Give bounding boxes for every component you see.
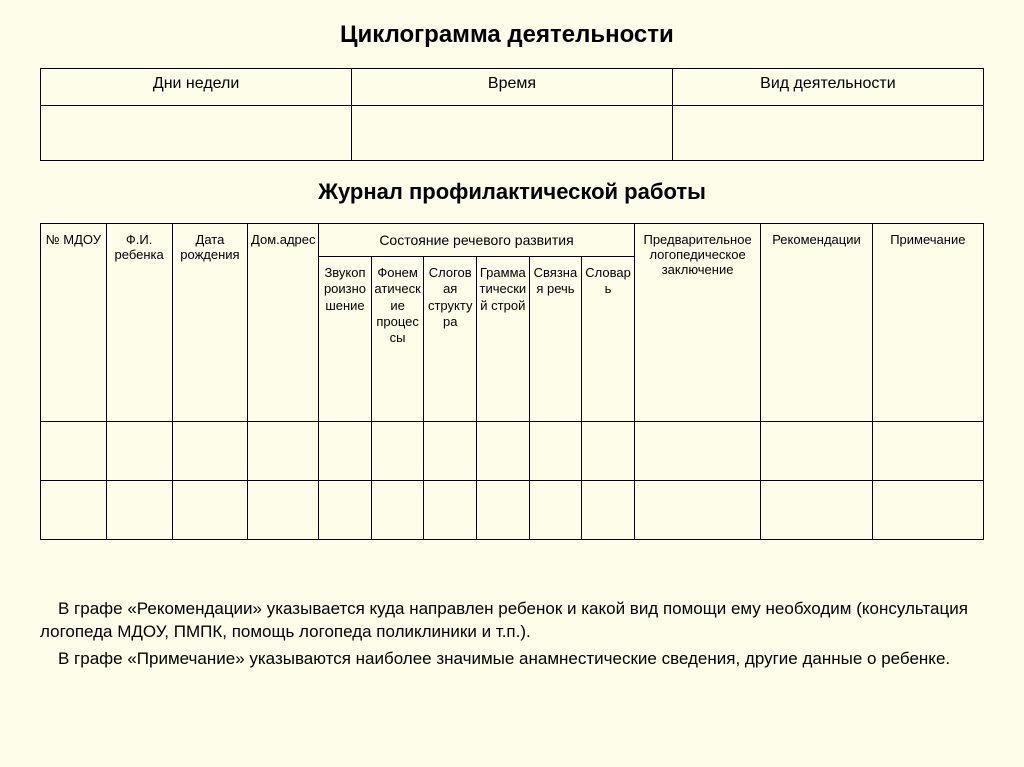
col-address: Дом.адрес xyxy=(248,224,319,422)
cell xyxy=(582,422,635,481)
cell xyxy=(371,481,424,540)
col-mdou: № МДОУ xyxy=(41,224,107,422)
cell xyxy=(106,422,172,481)
col-speech-state: Состояние речевого развития xyxy=(319,224,635,257)
cell xyxy=(529,481,582,540)
footnotes: В графе «Рекомендации» указывается куда … xyxy=(40,598,984,671)
cell xyxy=(41,106,352,161)
cell xyxy=(582,481,635,540)
cell xyxy=(424,422,477,481)
cell xyxy=(352,106,673,161)
cell xyxy=(424,481,477,540)
cell xyxy=(477,422,530,481)
cell xyxy=(761,481,872,540)
cell xyxy=(634,481,760,540)
col-preliminary: Предварительное логопедическое заключени… xyxy=(634,224,760,422)
cell xyxy=(761,422,872,481)
title-journal: Журнал профилактической работы xyxy=(40,179,984,205)
subcol-connected: Связная речь xyxy=(529,257,582,422)
table-header-row: Дни недели Время Вид деятельности xyxy=(41,69,984,106)
cell xyxy=(872,481,983,540)
subcol-vocabulary: Словарь xyxy=(582,257,635,422)
col-fio: Ф.И. ребенка xyxy=(106,224,172,422)
journal-table: № МДОУ Ф.И. ребенка Дата рождения Дом.ад… xyxy=(40,223,984,540)
table-row xyxy=(41,481,984,540)
table-row xyxy=(41,422,984,481)
cyclogram-table: Дни недели Время Вид деятельности xyxy=(40,68,984,161)
document-page: Циклограмма деятельности Дни недели Врем… xyxy=(0,0,1024,671)
cell xyxy=(172,481,248,540)
subcol-grammar: Грамматический строй xyxy=(477,257,530,422)
title-cyclogram: Циклограмма деятельности xyxy=(340,20,984,50)
col-days: Дни недели xyxy=(41,69,352,106)
cell xyxy=(634,422,760,481)
cell xyxy=(319,422,372,481)
col-recommendations: Рекомендации xyxy=(761,224,872,422)
cell xyxy=(477,481,530,540)
cell xyxy=(41,481,107,540)
table-header-row: № МДОУ Ф.И. ребенка Дата рождения Дом.ад… xyxy=(41,224,984,257)
cell xyxy=(319,481,372,540)
cell xyxy=(371,422,424,481)
cell xyxy=(248,481,319,540)
cell xyxy=(172,422,248,481)
subcol-phonematic: Фонематические процессы xyxy=(371,257,424,422)
cell xyxy=(106,481,172,540)
cell xyxy=(529,422,582,481)
footnote-1: В графе «Рекомендации» указывается куда … xyxy=(40,598,984,644)
cell xyxy=(41,422,107,481)
subcol-syllable: Слоговая структура xyxy=(424,257,477,422)
col-time: Время xyxy=(352,69,673,106)
col-birthdate: Дата рождения xyxy=(172,224,248,422)
cell xyxy=(672,106,983,161)
col-note: Примечание xyxy=(872,224,983,422)
subcol-sound: Звукопроизношение xyxy=(319,257,372,422)
cell xyxy=(248,422,319,481)
footnote-2: В графе «Примечание» указываются наиболе… xyxy=(40,648,984,671)
table-row xyxy=(41,106,984,161)
col-activity: Вид деятельности xyxy=(672,69,983,106)
cell xyxy=(872,422,983,481)
